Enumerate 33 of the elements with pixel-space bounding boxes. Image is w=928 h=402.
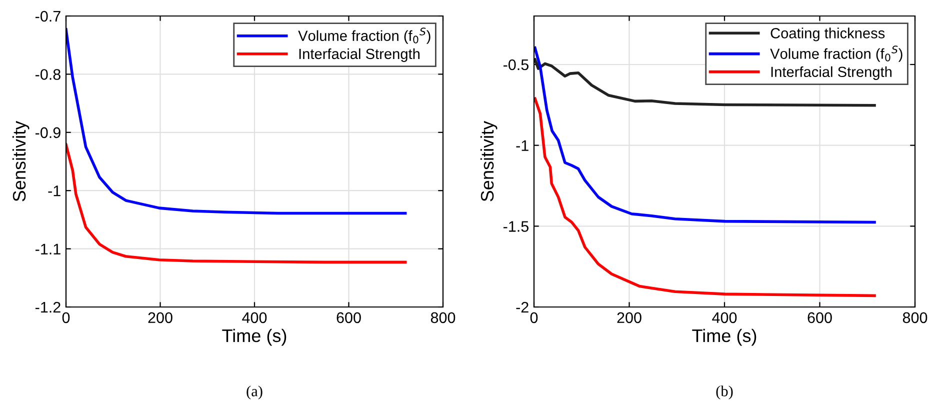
y-tick-label: -0.5 [503,59,528,70]
legend-label: Volume fraction (f$_{0}$$^{S}$) [298,28,430,44]
y-axis-title: Sensitivity [12,120,30,202]
text: (a) [246,386,262,400]
x-tick-label: 600 [336,312,361,324]
y-tick-label: -0.9 [35,127,60,138]
legend-label: Interfacial Strength [771,66,892,80]
legend-label: Volume fraction (f$_{0}$$^{S}$) [770,46,902,62]
legend-label: Coating thickness [770,28,885,42]
y-tick-label: -1.2 [35,302,60,313]
x-tick-label: 400 [242,312,267,324]
x-tick-label: 0 [62,312,70,324]
text: (b) [716,386,733,400]
legend-label: Interfacial Strength [299,48,420,62]
x-tick-label: 0 [530,312,538,324]
x-tick-label: 800 [902,312,928,324]
y-tick-label: -2 [516,302,528,313]
line-series [534,97,876,298]
x-tick-label: 200 [617,312,642,324]
x-axis-title: Time (s) [222,328,286,346]
y-axis-title: Sensitivity [480,120,498,202]
x-tick-label: 800 [430,312,456,324]
y-tick-label: -1 [48,186,60,196]
x-axis-title: Time (s) [692,328,756,346]
y-tick-label: -0.8 [35,69,60,80]
x-tick-label: 200 [148,312,172,324]
y-tick-label: -0.7 [35,10,60,22]
x-tick-label: 400 [712,312,737,324]
line-series [66,143,407,264]
y-tick-label: -1.1 [35,244,60,254]
x-tick-label: 600 [808,312,832,324]
y-tick-label: -1.5 [503,221,528,232]
y-tick-label: -1 [516,140,528,151]
